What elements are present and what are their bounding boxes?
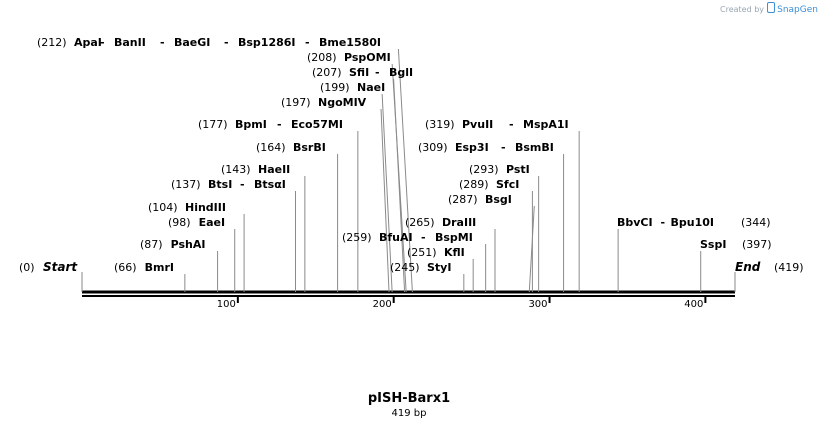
enzyme-name: Bpu10I bbox=[671, 216, 715, 229]
enzyme-separator: - bbox=[375, 66, 380, 79]
cut-position: (309) bbox=[418, 141, 448, 154]
enzyme-name: BtsI bbox=[208, 178, 232, 191]
enzyme-name: SfiI bbox=[349, 66, 369, 79]
cut-position: (319) bbox=[425, 118, 455, 131]
enzyme-separator: - bbox=[224, 36, 229, 49]
cut-position: (212) bbox=[37, 36, 67, 49]
enzyme-name: PstI bbox=[506, 163, 530, 176]
cut-position: (137) bbox=[171, 178, 201, 191]
axis-tick-label: 400 bbox=[684, 299, 703, 310]
credit-prefix: Created by bbox=[720, 5, 765, 14]
cut-position: (344) bbox=[741, 216, 771, 229]
enzyme-name: KflI bbox=[444, 246, 465, 259]
enzyme-name: BpmI bbox=[235, 118, 267, 131]
credit-brand: SnapGene bbox=[777, 5, 818, 15]
enzyme-name: SspI bbox=[700, 238, 726, 251]
cut-position: (177) bbox=[198, 118, 228, 131]
enzyme-name: DraIII bbox=[442, 216, 476, 229]
enzyme-name: NaeI bbox=[357, 81, 385, 94]
enzyme-name: BbvCI bbox=[617, 216, 653, 229]
start-label: Start bbox=[43, 260, 78, 274]
axis-tick-label: 200 bbox=[373, 299, 392, 310]
cut-position: (287) bbox=[448, 193, 478, 206]
enzyme-name: Eco57MI bbox=[291, 118, 343, 131]
enzyme-separator: - bbox=[160, 36, 165, 49]
enzyme-name: BspMI bbox=[435, 231, 473, 244]
enzyme-separator: - bbox=[305, 36, 310, 49]
cut-position: (143) bbox=[221, 163, 251, 176]
plasmid-length: 419 bp bbox=[391, 408, 427, 419]
enzyme-name: BaeGI bbox=[174, 36, 210, 49]
end-label: End bbox=[735, 260, 761, 274]
enzyme-separator: - bbox=[501, 141, 506, 154]
cut-position: (197) bbox=[281, 96, 311, 109]
enzyme-name: StyI bbox=[427, 261, 451, 274]
enzyme-name: BsgI bbox=[485, 193, 512, 206]
cut-position: (104) bbox=[148, 201, 178, 214]
enzyme-name: BtsαI bbox=[254, 178, 286, 191]
cut-site-line bbox=[528, 205, 535, 293]
cut-site-line bbox=[393, 78, 406, 293]
axis-tick-label: 100 bbox=[217, 299, 236, 310]
enzyme-name: PspOMI bbox=[344, 51, 391, 64]
enzyme-separator: - bbox=[240, 178, 245, 191]
cut-position: (265) bbox=[405, 216, 435, 229]
start-position: (0) bbox=[19, 261, 35, 274]
enzyme-name: SfcI bbox=[496, 178, 519, 191]
enzyme-name: ApaI bbox=[74, 36, 102, 49]
end-position: (419) bbox=[774, 261, 804, 274]
cut-position: (87) bbox=[140, 238, 163, 251]
enzyme-name: Bme1580I bbox=[319, 36, 381, 49]
enzyme-name: BsmBI bbox=[515, 141, 554, 154]
enzyme-name: MspA1I bbox=[523, 118, 569, 131]
enzyme-name: PvuII bbox=[462, 118, 493, 131]
enzyme-separator: - bbox=[277, 118, 282, 131]
enzyme-separator: - bbox=[509, 118, 514, 131]
snapgene-credit: Created by SnapGene bbox=[720, 2, 818, 15]
enzyme-name: BsrBI bbox=[293, 141, 326, 154]
cut-position: (199) bbox=[320, 81, 350, 94]
cut-position: (397) bbox=[742, 238, 772, 251]
enzyme-separator: - bbox=[421, 231, 426, 244]
enzyme-name: NgoMIV bbox=[318, 96, 367, 109]
cut-position: (208) bbox=[307, 51, 337, 64]
cut-position: (98) bbox=[168, 216, 191, 229]
cut-position: (251) bbox=[407, 246, 437, 259]
axis-tick-label: 300 bbox=[528, 299, 547, 310]
enzyme-name: BmrI bbox=[145, 261, 174, 274]
enzyme-name: BglI bbox=[389, 66, 413, 79]
enzyme-name: BfuAI bbox=[379, 231, 413, 244]
cut-position: (259) bbox=[342, 231, 372, 244]
enzyme-name: EaeI bbox=[199, 216, 226, 229]
enzyme-name: HindIII bbox=[185, 201, 226, 214]
enzyme-separator: - bbox=[100, 36, 105, 49]
cut-position: (289) bbox=[459, 178, 489, 191]
cut-site-line bbox=[380, 108, 390, 293]
plasmid-name: pISH-Barx1 bbox=[367, 391, 451, 406]
enzyme-name: BanII bbox=[114, 36, 146, 49]
snapgene-logo-icon bbox=[766, 2, 775, 13]
enzyme-name: Esp3I bbox=[455, 141, 489, 154]
cut-position: (245) bbox=[390, 261, 420, 274]
cut-position: (66) bbox=[114, 261, 137, 274]
cut-site-line bbox=[381, 93, 393, 293]
enzyme-name: Bsp1286I bbox=[238, 36, 296, 49]
enzyme-name: HaeII bbox=[258, 163, 290, 176]
cut-position: (164) bbox=[256, 141, 286, 154]
enzyme-name: PshAI bbox=[171, 238, 206, 251]
cut-site-line bbox=[397, 48, 413, 293]
cut-position: (293) bbox=[469, 163, 499, 176]
cut-position: (207) bbox=[312, 66, 342, 79]
enzyme-separator: - bbox=[661, 216, 666, 229]
